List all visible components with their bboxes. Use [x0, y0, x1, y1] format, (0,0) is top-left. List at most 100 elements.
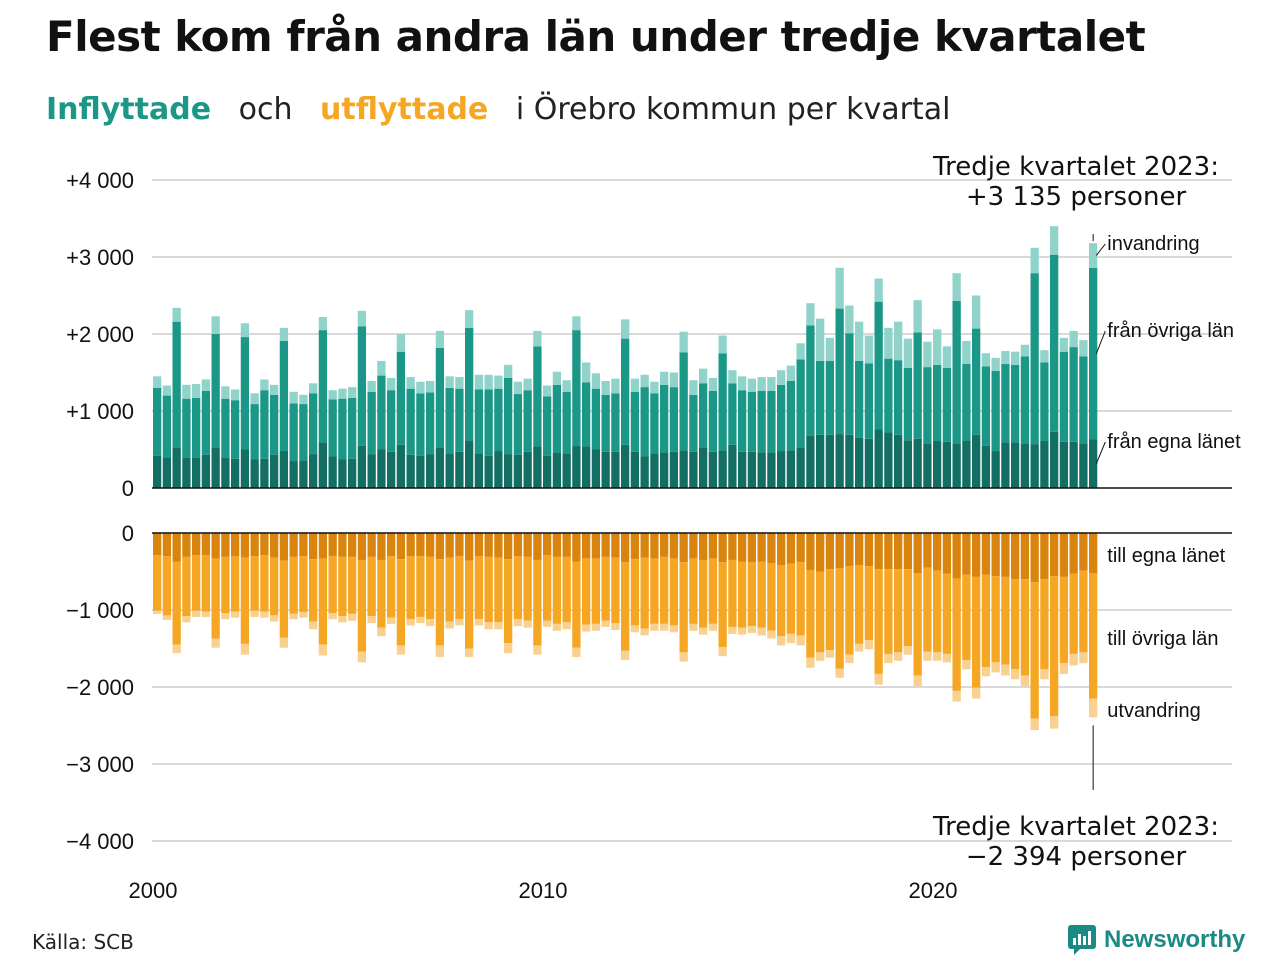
bar-segment: [621, 338, 630, 445]
bar-segment: [601, 380, 610, 395]
bar-segment: [279, 637, 289, 648]
bar-segment: [484, 389, 493, 456]
bar-segment: [738, 561, 747, 628]
bar-segment: [396, 533, 406, 560]
bar-segment: [582, 558, 591, 625]
bar-segment: [387, 617, 396, 624]
bar-segment: [913, 300, 922, 333]
bar-segment: [796, 359, 805, 448]
bar-segment: [279, 451, 289, 488]
bar-segment: [913, 332, 922, 439]
bar-segment: [786, 533, 796, 564]
bar-segment: [357, 326, 367, 446]
bar-segment: [494, 622, 503, 630]
bar-segment: [1069, 573, 1078, 654]
bar-segment: [864, 566, 874, 641]
bar-segment: [923, 533, 932, 568]
series-label: till egna länet: [1107, 545, 1225, 567]
bar-segment: [396, 444, 406, 488]
bar-segment: [494, 375, 503, 389]
label-connector: [1095, 243, 1106, 256]
bar-segment: [874, 301, 883, 430]
bar-segment: [806, 303, 815, 326]
bar-segment: [240, 449, 250, 488]
bar-segment: [455, 451, 464, 488]
bar-segment: [533, 446, 542, 488]
bar-segment: [855, 533, 864, 566]
bar-segment: [718, 646, 727, 657]
bar-segment: [270, 384, 279, 395]
bar-segment: [972, 434, 981, 488]
chart-subtitle: Inflyttade och utflyttade i Örebro kommu…: [46, 92, 968, 127]
bar-segment: [1079, 340, 1088, 357]
bar-segment: [396, 334, 406, 352]
bar-segment: [1069, 653, 1078, 666]
bar-segment: [211, 533, 220, 559]
bar-segment: [250, 610, 259, 617]
bar-segment: [855, 321, 864, 361]
bar-segment: [952, 578, 961, 691]
bar-segment: [972, 687, 981, 699]
bar-segment: [162, 533, 172, 557]
bar-segment: [952, 690, 961, 702]
bar-segment: [816, 571, 825, 653]
bar-segment: [240, 323, 250, 338]
bar-segment: [435, 447, 445, 488]
bar-segment: [738, 533, 747, 562]
bar-segment: [377, 627, 386, 637]
y-tick-label: −3 000: [66, 752, 134, 777]
bar-segment: [543, 455, 552, 488]
bar-segment: [630, 391, 640, 452]
bar-segment: [767, 377, 776, 391]
bar-segment: [591, 449, 601, 488]
bar-segment: [679, 652, 688, 662]
bar-segment: [942, 573, 952, 654]
bar-segment: [523, 556, 532, 621]
bar-segment: [162, 385, 172, 396]
bar-segment: [513, 454, 523, 488]
bar-segment: [211, 334, 220, 448]
bar-segment: [172, 321, 181, 448]
bar-segment: [884, 432, 893, 488]
bar-segment: [513, 394, 523, 455]
subtitle-outflow: utflyttade: [320, 92, 489, 127]
bar-segment: [523, 533, 532, 557]
bar-segment: [289, 556, 298, 614]
bar-segment: [582, 533, 591, 559]
bar-segment: [669, 372, 679, 388]
bar-segment: [962, 660, 971, 670]
bar-segment: [455, 388, 464, 452]
bar-segment: [699, 559, 708, 628]
bar-segment: [1050, 576, 1059, 717]
bar-segment: [387, 556, 396, 618]
bar-segment: [806, 533, 815, 570]
bar-segment: [504, 454, 513, 488]
bar-segment: [874, 569, 883, 674]
bar-segment: [845, 566, 854, 655]
bar-segment: [718, 562, 727, 647]
bar-segment: [845, 654, 854, 664]
bar-segment: [387, 377, 396, 391]
bar-segment: [318, 317, 328, 331]
bar-segment: [601, 533, 610, 557]
bar-segment: [660, 384, 669, 453]
y-tick-label: +1 000: [66, 399, 134, 424]
bar-segment: [484, 556, 493, 623]
bar-segment: [933, 652, 942, 661]
bar-segment: [289, 533, 298, 557]
bar-segment: [348, 613, 357, 621]
bar-segment: [1050, 254, 1059, 432]
bar-segment: [630, 625, 640, 633]
bar-segment: [406, 454, 415, 488]
bar-segment: [786, 380, 796, 451]
bar-segment: [153, 387, 162, 456]
bar-segment: [504, 377, 513, 455]
bar-segment: [318, 330, 328, 443]
bar-segment: [279, 340, 289, 452]
bar-segment: [923, 341, 932, 368]
bar-segment: [543, 555, 552, 621]
bar-segment: [474, 619, 484, 626]
bar-segment: [435, 330, 445, 348]
bar-segment: [367, 616, 376, 624]
bar-segment: [913, 438, 922, 488]
